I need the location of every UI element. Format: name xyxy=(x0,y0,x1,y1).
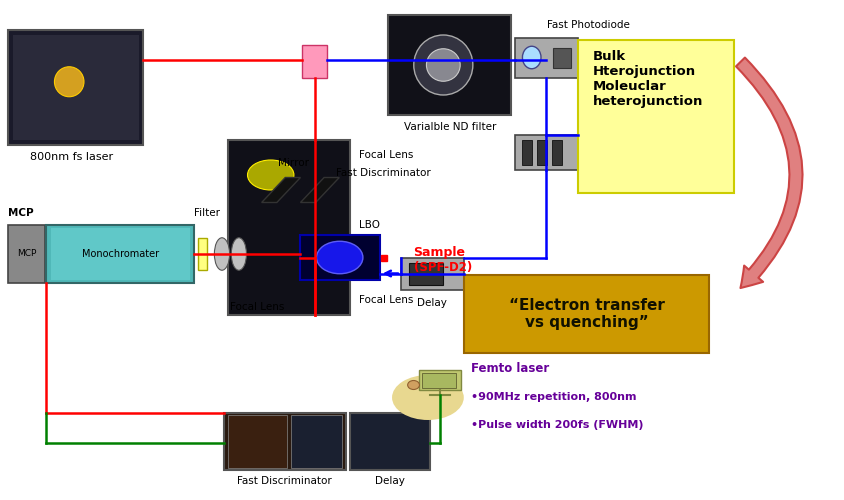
FancyBboxPatch shape xyxy=(515,135,578,170)
FancyBboxPatch shape xyxy=(302,45,327,78)
Ellipse shape xyxy=(408,380,419,390)
Ellipse shape xyxy=(231,238,246,270)
Ellipse shape xyxy=(214,238,230,270)
FancyBboxPatch shape xyxy=(464,275,709,352)
Text: 800nm fs laser: 800nm fs laser xyxy=(30,152,113,162)
Ellipse shape xyxy=(54,66,84,97)
Polygon shape xyxy=(262,178,300,203)
Text: •Pulse width 200fs (FWHM): •Pulse width 200fs (FWHM) xyxy=(471,420,643,430)
Text: Delay: Delay xyxy=(375,476,405,486)
Text: Focal Lens: Focal Lens xyxy=(359,295,413,305)
Ellipse shape xyxy=(426,49,460,81)
Ellipse shape xyxy=(522,46,541,68)
Text: Monochromater: Monochromater xyxy=(82,249,160,259)
FancyArrowPatch shape xyxy=(736,58,803,288)
FancyBboxPatch shape xyxy=(46,225,194,282)
FancyBboxPatch shape xyxy=(522,140,532,165)
FancyBboxPatch shape xyxy=(198,238,207,270)
Text: Focal Lens: Focal Lens xyxy=(359,150,413,160)
Text: Sample: Sample xyxy=(414,246,466,258)
Ellipse shape xyxy=(414,35,473,95)
Ellipse shape xyxy=(316,242,363,274)
FancyBboxPatch shape xyxy=(578,40,734,192)
FancyBboxPatch shape xyxy=(224,412,346,470)
FancyBboxPatch shape xyxy=(422,373,456,388)
Text: Fast Photodiode: Fast Photodiode xyxy=(547,20,630,30)
FancyBboxPatch shape xyxy=(419,370,461,390)
FancyBboxPatch shape xyxy=(350,412,430,470)
FancyBboxPatch shape xyxy=(515,38,578,78)
Text: Filter: Filter xyxy=(194,208,219,218)
Text: “Electron transfer
vs quenching”: “Electron transfer vs quenching” xyxy=(509,298,664,330)
FancyBboxPatch shape xyxy=(552,140,562,165)
FancyBboxPatch shape xyxy=(553,48,571,68)
FancyBboxPatch shape xyxy=(300,235,380,280)
Text: Focal Lens: Focal Lens xyxy=(230,302,284,312)
FancyBboxPatch shape xyxy=(13,35,139,140)
FancyBboxPatch shape xyxy=(409,262,443,285)
Text: MCP: MCP xyxy=(8,208,34,218)
FancyBboxPatch shape xyxy=(388,15,511,115)
Text: Mirror: Mirror xyxy=(279,158,309,168)
FancyBboxPatch shape xyxy=(8,30,143,145)
FancyBboxPatch shape xyxy=(291,415,342,468)
Text: MCP: MCP xyxy=(18,250,36,258)
FancyBboxPatch shape xyxy=(228,140,350,315)
Text: LBO: LBO xyxy=(359,220,380,230)
Text: Fast Discriminator: Fast Discriminator xyxy=(237,476,332,486)
Text: •90MHz repetition, 800nm: •90MHz repetition, 800nm xyxy=(471,392,636,402)
FancyBboxPatch shape xyxy=(401,258,464,290)
Ellipse shape xyxy=(247,160,294,190)
Ellipse shape xyxy=(392,375,464,420)
Text: (SPF-D2): (SPF-D2) xyxy=(414,261,472,274)
Polygon shape xyxy=(300,178,339,203)
FancyBboxPatch shape xyxy=(537,140,547,165)
FancyBboxPatch shape xyxy=(51,228,190,280)
FancyBboxPatch shape xyxy=(228,415,287,468)
Text: Delay: Delay xyxy=(417,298,447,308)
FancyBboxPatch shape xyxy=(8,225,45,282)
Text: Varialble ND filter: Varialble ND filter xyxy=(403,122,496,132)
Text: Fast Discriminator: Fast Discriminator xyxy=(336,168,430,177)
Text: Femto laser: Femto laser xyxy=(471,362,549,376)
Text: Bulk
Hterojunction
Moleuclar
heterojunction: Bulk Hterojunction Moleuclar heterojunct… xyxy=(592,50,703,108)
